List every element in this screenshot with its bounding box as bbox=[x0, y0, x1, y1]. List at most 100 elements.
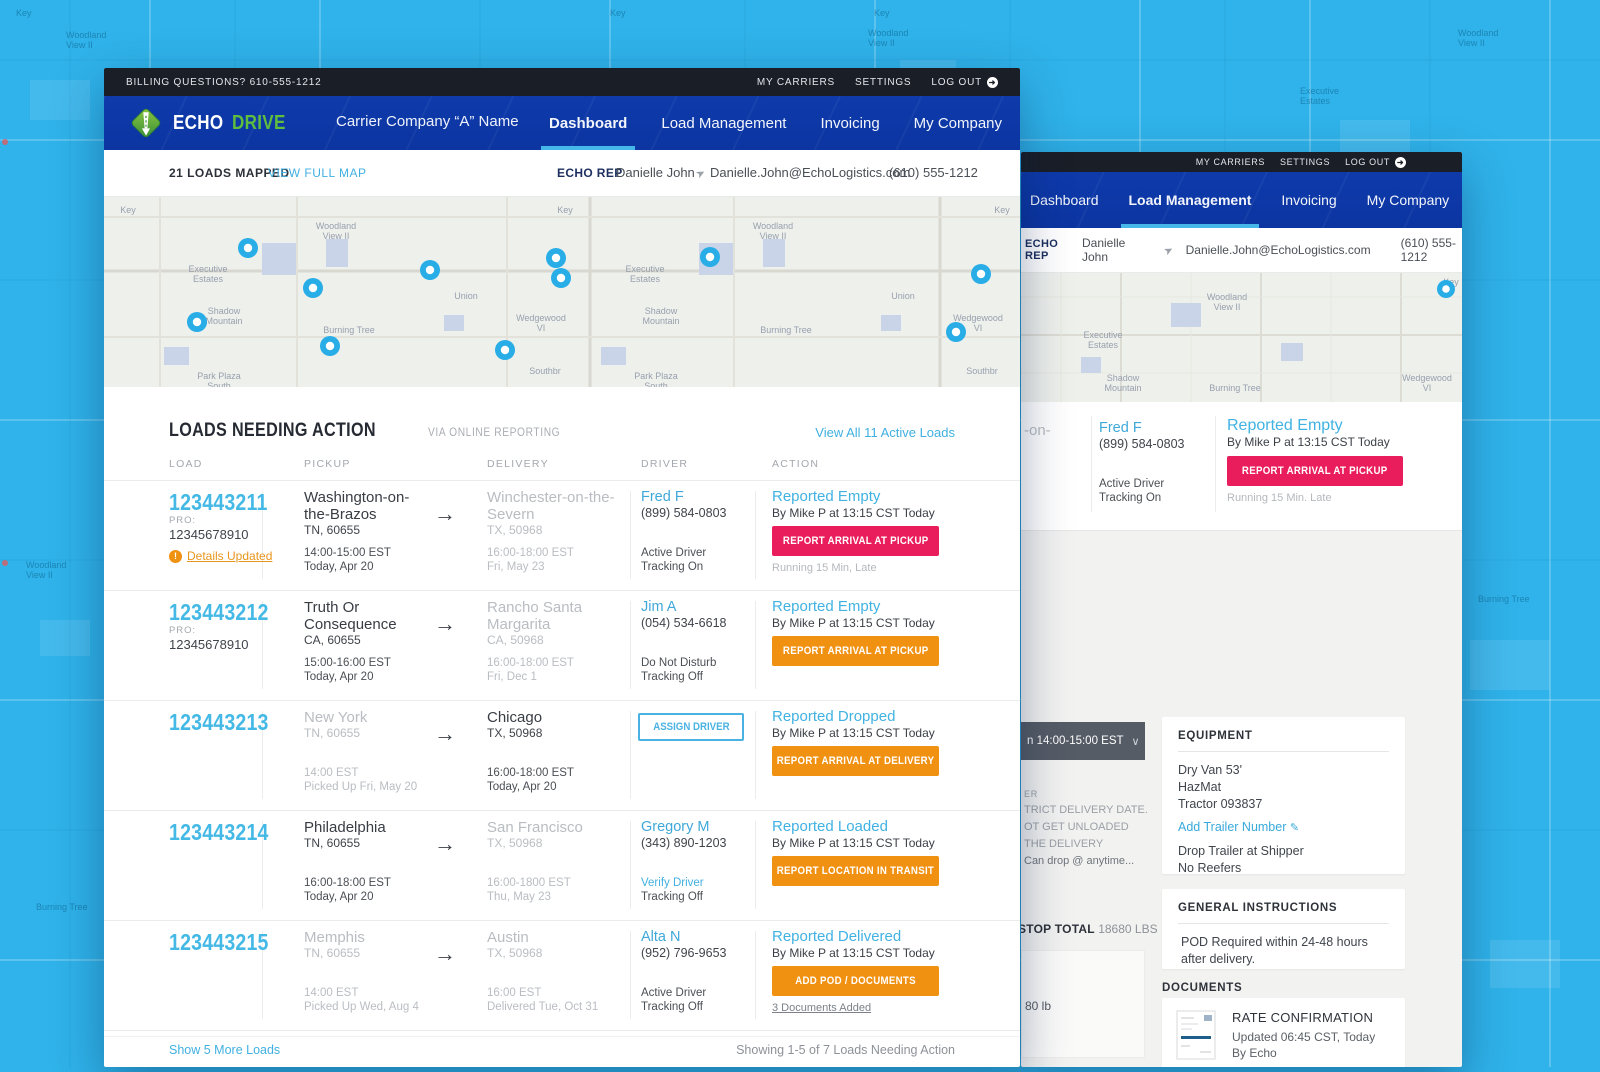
side-tab-my-company[interactable]: My Company bbox=[1366, 192, 1450, 208]
equipment-line: Dry Van 53' bbox=[1178, 763, 1242, 777]
side-city-fragment: -on- bbox=[1024, 422, 1051, 439]
main-window-dashboard: BILLING QUESTIONS? 610-555-1212 MY CARRI… bbox=[104, 68, 1020, 1067]
action-cell: Reported Delivered By Mike P at 13:15 CS… bbox=[772, 928, 935, 961]
side-tab-dashboard[interactable]: Dashboard bbox=[1030, 192, 1099, 208]
stop1-fragment: ER bbox=[1024, 789, 1038, 799]
map-pin[interactable] bbox=[187, 312, 207, 332]
documents-added-link[interactable]: 3 Documents Added bbox=[772, 1002, 872, 1014]
side-rep-name: Danielle John bbox=[1081, 236, 1126, 264]
map-pin[interactable] bbox=[700, 247, 720, 267]
column-header-load: LOAD bbox=[169, 458, 203, 470]
driver-cell: Alta N (952) 796-9653 Active Driver Trac… bbox=[641, 929, 756, 1013]
map-place-label: Southbr bbox=[529, 366, 561, 376]
show-more-loads-link[interactable]: Show 5 More Loads bbox=[169, 1043, 281, 1057]
side-main-nav: Dashboard Load Management Invoicing My C… bbox=[1021, 172, 1462, 228]
map-pin[interactable] bbox=[320, 336, 340, 356]
add-pod-documents-button[interactable]: ADD POD / DOCUMENTS bbox=[772, 966, 939, 996]
map-place-label: Woodland View II bbox=[316, 221, 356, 241]
report-arrival-at-delivery-button[interactable]: REPORT ARRIVAL AT DELIVERY bbox=[772, 746, 939, 776]
route-arrow-icon: → bbox=[434, 721, 456, 746]
load-row: 123443214 Philadelphia TN, 60655 16:00-1… bbox=[104, 810, 1020, 921]
view-full-map-link[interactable]: VIEW FULL MAP bbox=[268, 166, 367, 180]
map-pin[interactable] bbox=[551, 268, 571, 288]
map-pin[interactable] bbox=[420, 260, 440, 280]
side-rep-bar: ECHO REP Danielle John ➤ Danielle.John@E… bbox=[1021, 228, 1462, 273]
map-place-label: Wedgewood VI bbox=[953, 313, 1003, 333]
delivery-cell: Chicago TX, 50968 16:00-18:00 EST Today,… bbox=[487, 709, 574, 793]
map-pin[interactable] bbox=[303, 278, 323, 298]
load-id[interactable]: 123443213 bbox=[169, 709, 269, 735]
verify-driver-link[interactable]: Verify Driver bbox=[641, 877, 704, 889]
map-pin[interactable] bbox=[238, 238, 258, 258]
pro-label: PRO: bbox=[169, 625, 197, 636]
tab-my-company[interactable]: My Company bbox=[913, 114, 1003, 132]
dashboard-map[interactable]: Key Woodland View II Executive Estates Shadow… bbox=[104, 197, 1020, 387]
driver-name[interactable]: Jim A bbox=[641, 599, 677, 615]
side-tab-invoicing[interactable]: Invoicing bbox=[1281, 192, 1337, 208]
stop-header-collapsed[interactable]: n 14:00-15:00 EST ∨ bbox=[1021, 722, 1145, 760]
stop1-fragment: TRICT DELIVERY DATE. bbox=[1024, 804, 1148, 816]
background-map-label: Burning Tree bbox=[1478, 594, 1530, 604]
delivery-cell: Austin TX, 50968 16:00 EST Delivered Tue… bbox=[487, 929, 599, 1013]
side-driver-phone: (899) 584-0803 bbox=[1099, 437, 1185, 451]
side-running-late-note: Running 15 Min. Late bbox=[1227, 492, 1332, 504]
report-arrival-at-pickup-button[interactable]: REPORT ARRIVAL AT PICKUP bbox=[1227, 456, 1403, 486]
map-pin[interactable] bbox=[971, 264, 991, 284]
column-header-delivery: DELIVERY bbox=[487, 458, 549, 470]
echodrive-logo[interactable]: ECHO DRIVE bbox=[128, 105, 296, 141]
general-instructions-text: POD Required within 24-48 hours after de… bbox=[1181, 935, 1368, 966]
load-id[interactable]: 123443214 bbox=[169, 819, 269, 845]
map-place-label: Park Plaza South bbox=[197, 371, 241, 387]
report-arrival-at-pickup-button[interactable]: REPORT ARRIVAL AT PICKUP bbox=[772, 526, 939, 556]
side-settings-link[interactable]: SETTINGS bbox=[1280, 157, 1331, 167]
details-updated-link[interactable]: ! Details Updated bbox=[169, 549, 272, 563]
route-arrow-icon: → bbox=[434, 501, 456, 526]
equipment-line: Drop Trailer at Shipper bbox=[1178, 844, 1304, 858]
load-id[interactable]: 123443215 bbox=[169, 929, 269, 955]
report-arrival-at-pickup-button[interactable]: REPORT ARRIVAL AT PICKUP bbox=[772, 636, 939, 666]
column-header-action: ACTION bbox=[772, 458, 820, 470]
view-all-active-loads-link[interactable]: View All 11 Active Loads bbox=[815, 425, 955, 440]
side-logout-link[interactable]: LOG OUT ➜ bbox=[1345, 156, 1406, 168]
driver-name[interactable]: Gregory M bbox=[641, 819, 710, 835]
map-place-label: Union bbox=[891, 291, 915, 301]
echo-rep-email[interactable]: Danielle.John@EchoLogistics.com bbox=[710, 165, 911, 180]
map-pin[interactable] bbox=[546, 248, 566, 268]
report-location-in-transit-button[interactable]: REPORT LOCATION IN TRANSIT bbox=[772, 856, 939, 886]
action-cell: Reported Empty By Mike P at 13:15 CST To… bbox=[772, 598, 935, 631]
map-place-label: Shadow Mountain bbox=[642, 306, 679, 326]
my-carriers-link[interactable]: MY CARRIERS bbox=[756, 76, 835, 88]
assign-driver-button[interactable]: ASSIGN DRIVER bbox=[638, 713, 744, 741]
background-map-label: Burning Tree bbox=[36, 902, 88, 912]
logout-link[interactable]: LOG OUT ➜ bbox=[931, 76, 998, 88]
side-rep-email[interactable]: Danielle.John@EchoLogistics.com bbox=[1185, 243, 1371, 257]
settings-link[interactable]: SETTINGS bbox=[854, 76, 912, 88]
tab-load-management[interactable]: Load Management bbox=[661, 114, 787, 132]
side-driver-name[interactable]: Fred F bbox=[1099, 420, 1142, 436]
map-pin[interactable] bbox=[1437, 280, 1455, 298]
document-name[interactable]: RATE CONFIRMATION bbox=[1232, 1010, 1374, 1025]
load-id[interactable]: 123443211 bbox=[169, 489, 268, 515]
map-pin[interactable] bbox=[946, 322, 966, 342]
driver-name[interactable]: Fred F bbox=[641, 489, 684, 505]
pickup-cell: Philadelphia TN, 60655 16:00-18:00 EST T… bbox=[304, 819, 391, 903]
add-trailer-number-link[interactable]: Add Trailer Number ✎ bbox=[1178, 820, 1300, 834]
map-place-label: Executive Estates bbox=[188, 264, 227, 284]
map-pin[interactable] bbox=[495, 340, 515, 360]
document-item[interactable]: RATE CONFIRMATION Updated 06:45 CST, Tod… bbox=[1176, 1010, 1391, 1061]
driver-cell: Jim A (054) 534-6618 Do Not Disturb Trac… bbox=[641, 599, 756, 683]
map-summary-bar: 21 LOADS MAPPED VIEW FULL MAP ECHO REP D… bbox=[104, 150, 1020, 197]
side-driver-status: Active Driver bbox=[1099, 478, 1165, 490]
background-map-label: Executive Estates bbox=[1300, 86, 1340, 106]
tab-dashboard[interactable]: Dashboard bbox=[540, 96, 636, 150]
driver-name[interactable]: Alta N bbox=[641, 929, 681, 945]
tab-invoicing[interactable]: Invoicing bbox=[820, 114, 880, 132]
load-id[interactable]: 123443212 bbox=[169, 599, 269, 625]
equipment-line: No Reefers bbox=[1178, 861, 1242, 875]
action-cell: Reported Loaded By Mike P at 13:15 CST T… bbox=[772, 818, 935, 851]
side-my-carriers-link[interactable]: MY CARRIERS bbox=[1195, 157, 1266, 167]
pickup-cell: New York TN, 60655 14:00 EST Picked Up F… bbox=[304, 709, 418, 793]
documents-card: RATE CONFIRMATION Updated 06:45 CST, Tod… bbox=[1162, 998, 1405, 1067]
side-tab-load-management[interactable]: Load Management bbox=[1120, 172, 1260, 228]
